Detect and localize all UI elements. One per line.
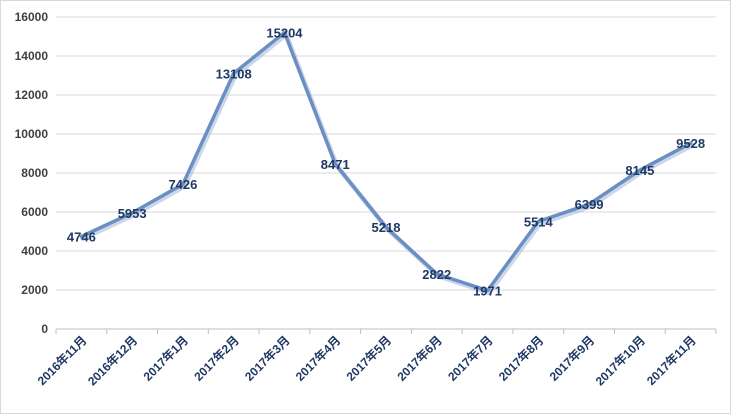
data-point (486, 289, 490, 293)
data-point (130, 211, 134, 215)
y-tick-label: 4000 (21, 244, 48, 258)
y-tick-label: 0 (41, 322, 48, 336)
data-point (282, 31, 286, 35)
series-line-shadow (80, 32, 695, 296)
y-tick-label: 6000 (21, 205, 48, 219)
x-tick-label: 2017年11月 (643, 333, 698, 388)
gridlines (56, 16, 716, 330)
data-label: 13108 (216, 66, 252, 81)
x-tick-label: 2017年3月 (241, 333, 292, 384)
x-tick-label: 2017年6月 (394, 333, 445, 384)
data-label: 5514 (524, 214, 554, 229)
data-label: 5218 (372, 220, 401, 235)
x-tick-label: 2017年7月 (444, 333, 495, 384)
data-label: 15204 (266, 26, 303, 41)
data-label: 7426 (168, 177, 197, 192)
data-point (587, 202, 591, 206)
data-label: 8145 (625, 163, 654, 178)
y-axis: 0 2000 4000 6000 8000 10000 12000 14000 16000 (15, 10, 49, 336)
data-point (79, 234, 83, 238)
x-tick-label: 2017年2月 (191, 333, 242, 384)
data-point (435, 272, 439, 276)
data-label: 8471 (321, 157, 350, 172)
y-tick-label: 14000 (15, 49, 49, 63)
y-tick-label: 16000 (15, 10, 49, 24)
data-point (384, 225, 388, 229)
data-point (689, 141, 693, 145)
data-point (536, 219, 540, 223)
data-labels: 4746 5953 7426 13108 15204 8471 5218 2822 1971 55… (67, 26, 705, 299)
x-tick-label: 2017年5月 (343, 333, 394, 384)
data-point (232, 71, 236, 75)
y-tick-label: 12000 (15, 88, 49, 102)
y-tick-label: 2000 (21, 283, 48, 297)
y-tick-label: 10000 (15, 127, 49, 141)
x-tick-label: 2016年12月 (84, 333, 140, 389)
data-point (333, 162, 337, 166)
x-tick-label: 2016年11月 (34, 333, 89, 388)
y-tick-label: 8000 (21, 166, 48, 180)
x-tick-label: 2017年4月 (292, 333, 343, 384)
data-label: 6399 (575, 197, 604, 212)
data-label: 9528 (676, 136, 705, 151)
series-line (79, 30, 695, 296)
data-label: 4746 (67, 229, 96, 244)
data-label: 5953 (118, 206, 147, 221)
x-tick-label: 2017年9月 (546, 333, 597, 384)
data-label: 1971 (473, 284, 502, 299)
data-point (638, 168, 642, 172)
series-line-path (79, 30, 693, 293)
x-tick-label: 2017年8月 (495, 333, 546, 384)
x-tick-label: 2017年10月 (592, 333, 648, 389)
x-tick-label: 2017年1月 (140, 333, 191, 384)
data-point (181, 182, 185, 186)
data-label: 2822 (422, 267, 451, 282)
